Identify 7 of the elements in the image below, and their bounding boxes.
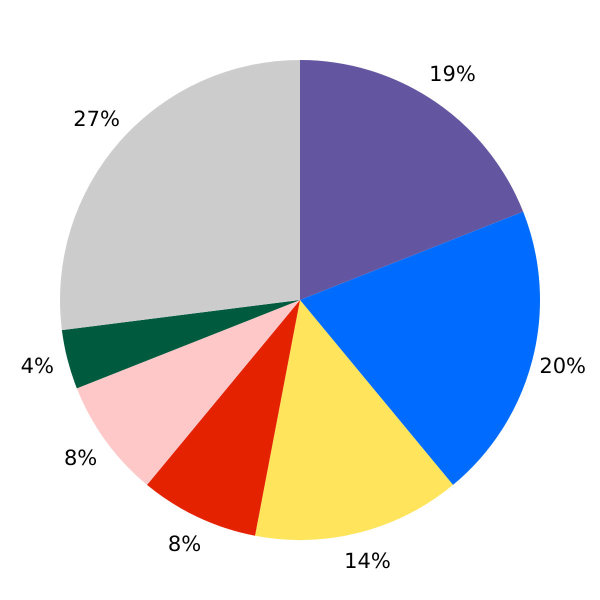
data-label: 14% [344,549,391,574]
data-label: 19% [429,62,476,86]
data-label: 4% [20,354,54,378]
data-label: 8% [168,532,202,556]
data-label: 8% [64,446,98,470]
data-label: 20% [539,354,586,378]
data-label: 27% [73,107,120,132]
